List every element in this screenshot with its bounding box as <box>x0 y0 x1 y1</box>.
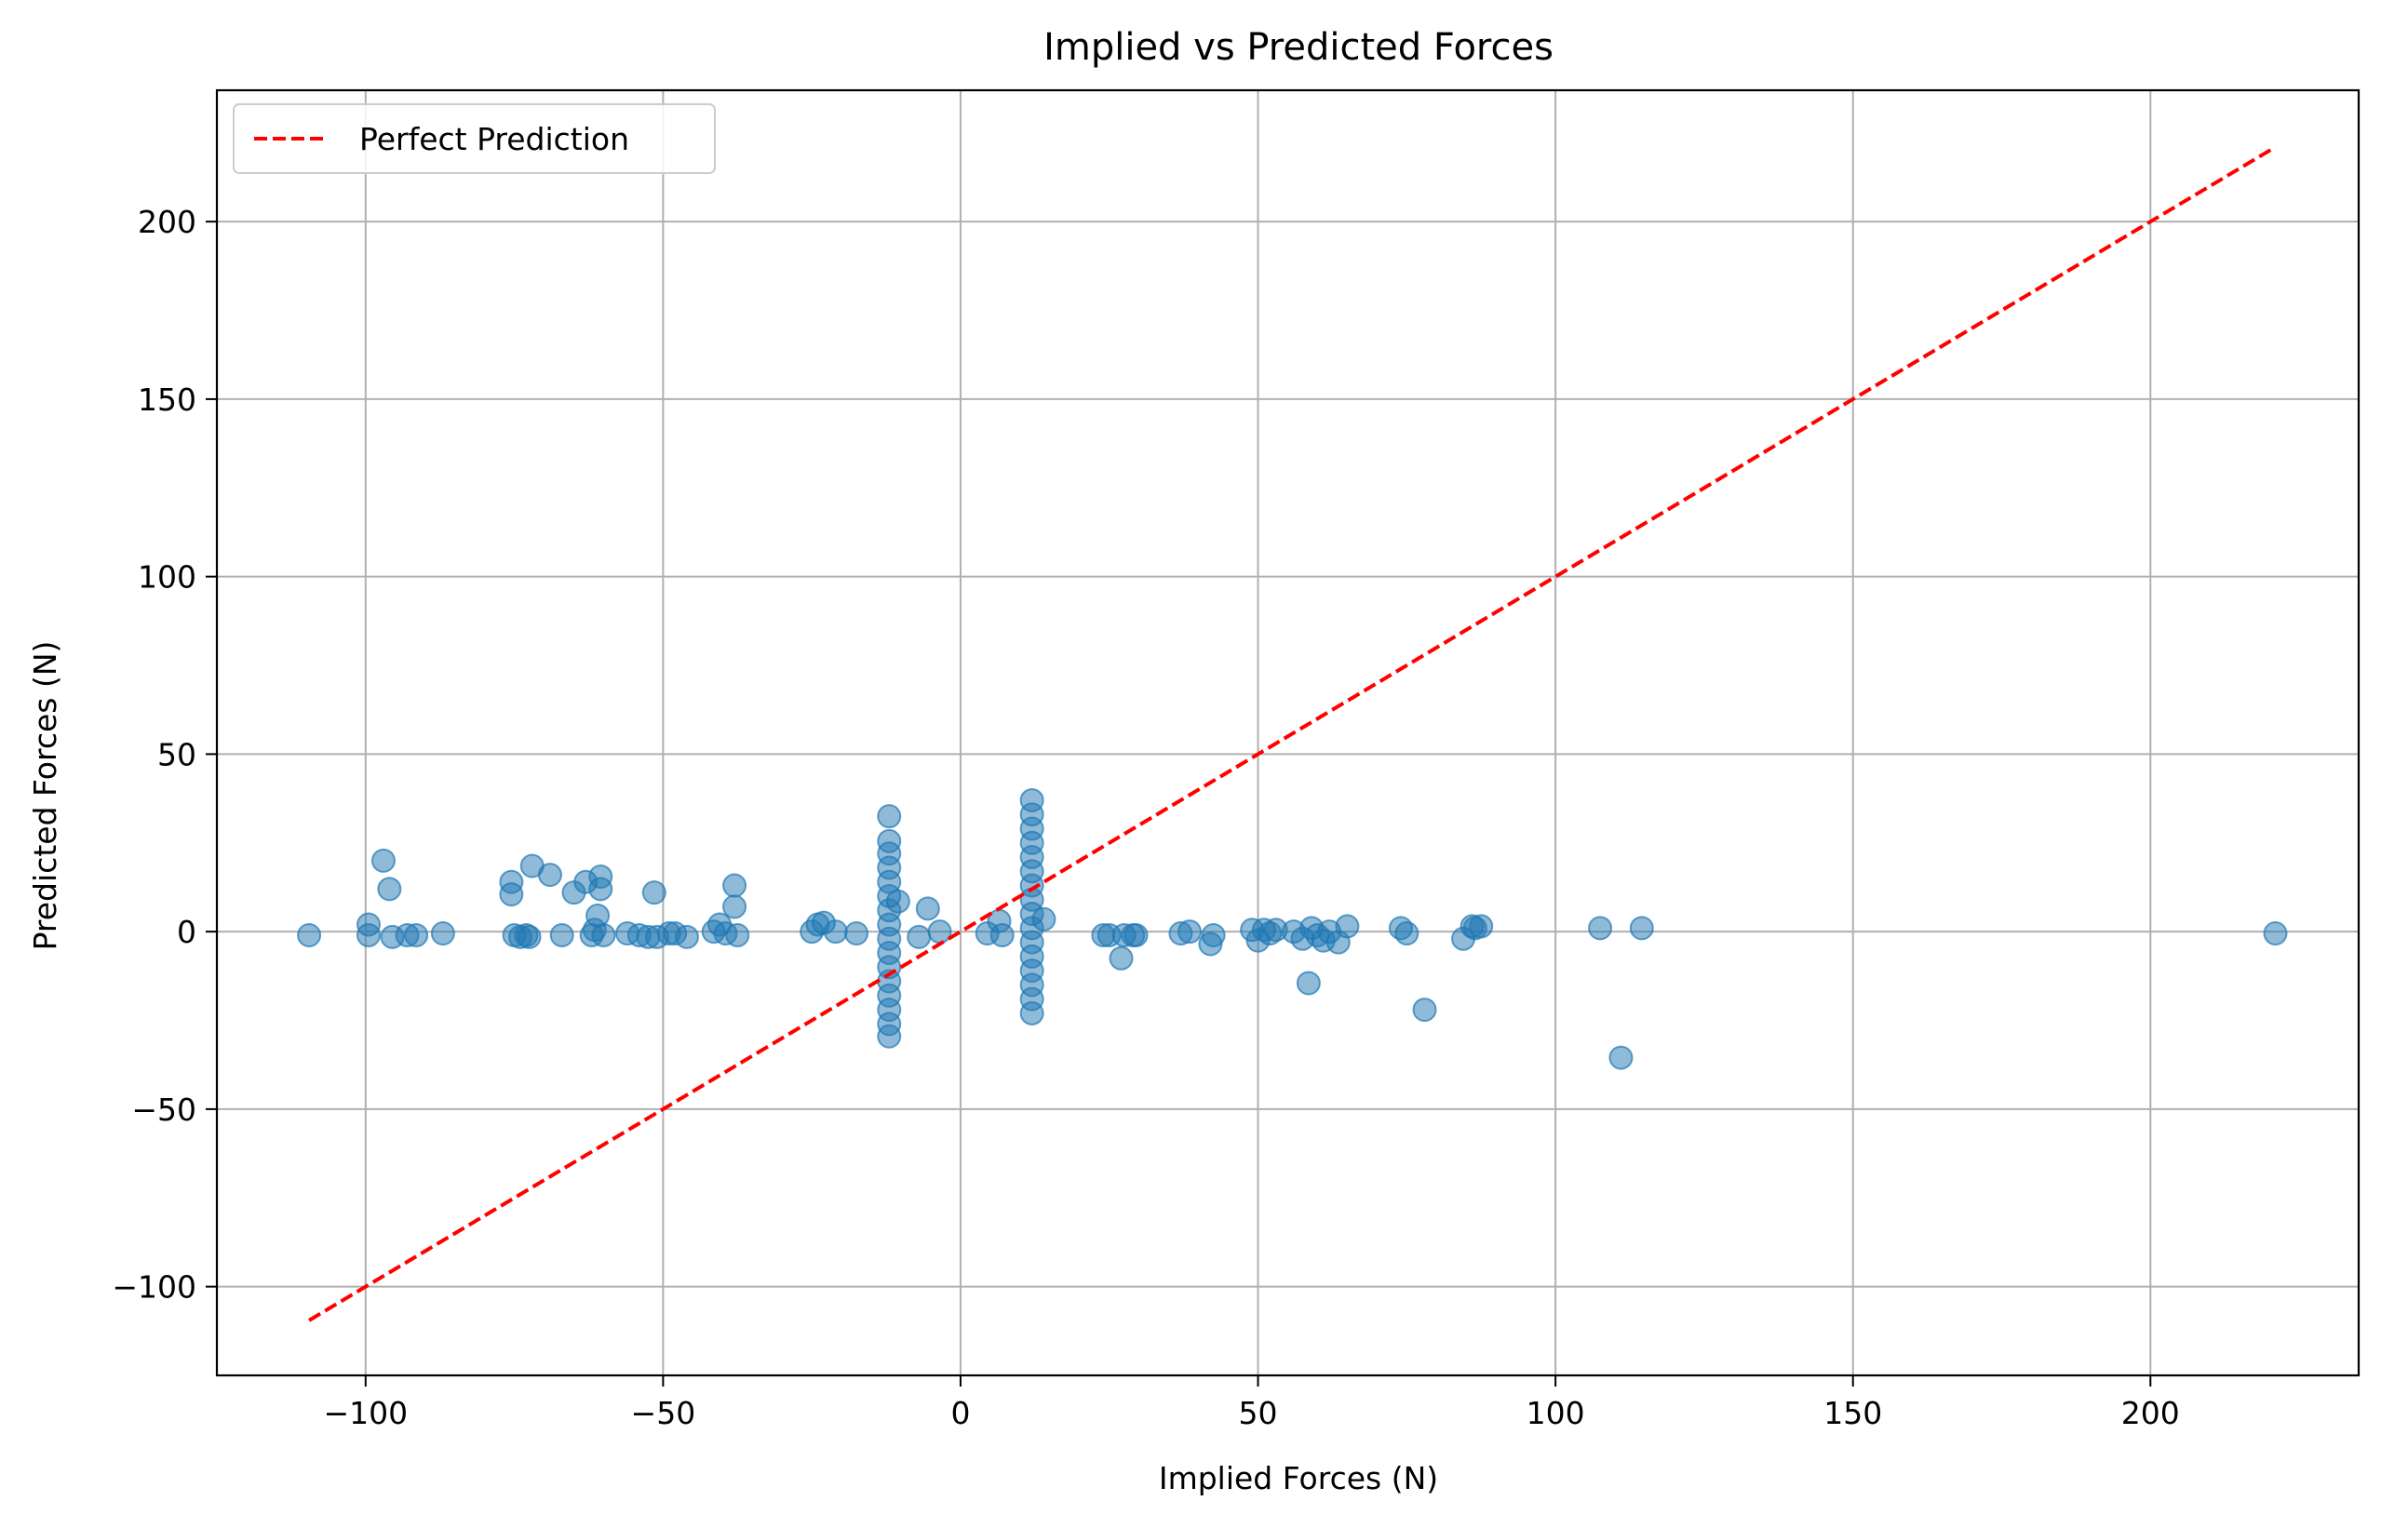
data-point <box>517 924 542 949</box>
data-point <box>588 877 613 902</box>
chart-title: Implied vs Predicted Forces <box>1043 26 1554 69</box>
perfect-prediction-line <box>308 145 2277 1322</box>
y-tick-label: 50 <box>157 736 196 772</box>
data-point <box>722 894 747 919</box>
x-tick-label: 0 <box>950 1395 970 1431</box>
data-point <box>674 924 699 949</box>
y-tick-label: 0 <box>177 914 196 950</box>
data-point <box>915 896 940 921</box>
data-point <box>907 924 932 949</box>
data-point <box>1031 906 1056 932</box>
data-point <box>404 922 429 947</box>
y-tick-label: 150 <box>138 382 196 418</box>
data-point <box>377 877 402 902</box>
data-point <box>877 804 902 829</box>
data-point <box>1201 922 1226 947</box>
x-tick-label: 200 <box>2121 1395 2180 1431</box>
axis-ticks: −100 −50 0 50 100 150 200 −100 −50 0 50 100 150 200 <box>112 204 2179 1431</box>
x-tick-label: 150 <box>1823 1395 1882 1431</box>
data-point <box>725 922 750 947</box>
data-point <box>877 1024 902 1049</box>
data-point <box>1412 998 1437 1023</box>
legend-label: Perfect Prediction <box>359 121 629 157</box>
y-tick-label: −50 <box>131 1092 196 1128</box>
data-point <box>989 922 1015 947</box>
data-point <box>1123 922 1149 947</box>
x-tick-label: −100 <box>323 1395 408 1431</box>
data-point <box>549 922 574 947</box>
data-point <box>823 919 848 945</box>
x-tick-label: 50 <box>1239 1395 1278 1431</box>
data-point <box>1296 971 1321 996</box>
legend-box <box>233 103 716 174</box>
data-point <box>591 922 616 947</box>
data-point <box>1469 914 1494 939</box>
data-point <box>499 882 524 907</box>
data-point <box>844 921 869 946</box>
data-point <box>1109 945 1134 971</box>
data-point <box>1629 916 1654 941</box>
data-point <box>1177 919 1203 945</box>
y-tick-label: 100 <box>138 559 196 596</box>
data-point <box>1588 916 1613 941</box>
data-point <box>1019 1000 1044 1025</box>
data-point <box>430 921 455 946</box>
data-point <box>1608 1045 1634 1070</box>
y-tick-label: −100 <box>112 1269 196 1306</box>
data-point <box>1394 921 1419 946</box>
data-point <box>722 873 747 898</box>
data-point <box>1335 914 1360 939</box>
data-point <box>927 919 952 945</box>
data-point <box>641 880 666 905</box>
data-point <box>370 848 396 873</box>
data-point <box>2263 921 2288 946</box>
data-points <box>297 787 2288 1070</box>
grid-lines <box>217 90 2359 1375</box>
x-axis-label: Implied Forces (N) <box>1159 1460 1438 1496</box>
plot-frame <box>215 88 2361 1377</box>
data-point <box>885 889 910 914</box>
reference-line <box>308 145 2277 1322</box>
data-point <box>297 922 322 947</box>
data-point <box>537 863 562 888</box>
x-tick-label: 100 <box>1527 1395 1585 1431</box>
y-tick-label: 200 <box>138 204 196 240</box>
x-tick-label: −50 <box>631 1395 696 1431</box>
data-point <box>356 922 381 947</box>
legend: Perfect Prediction <box>233 103 716 174</box>
y-axis-label: Predicted Forces (N) <box>27 641 63 951</box>
